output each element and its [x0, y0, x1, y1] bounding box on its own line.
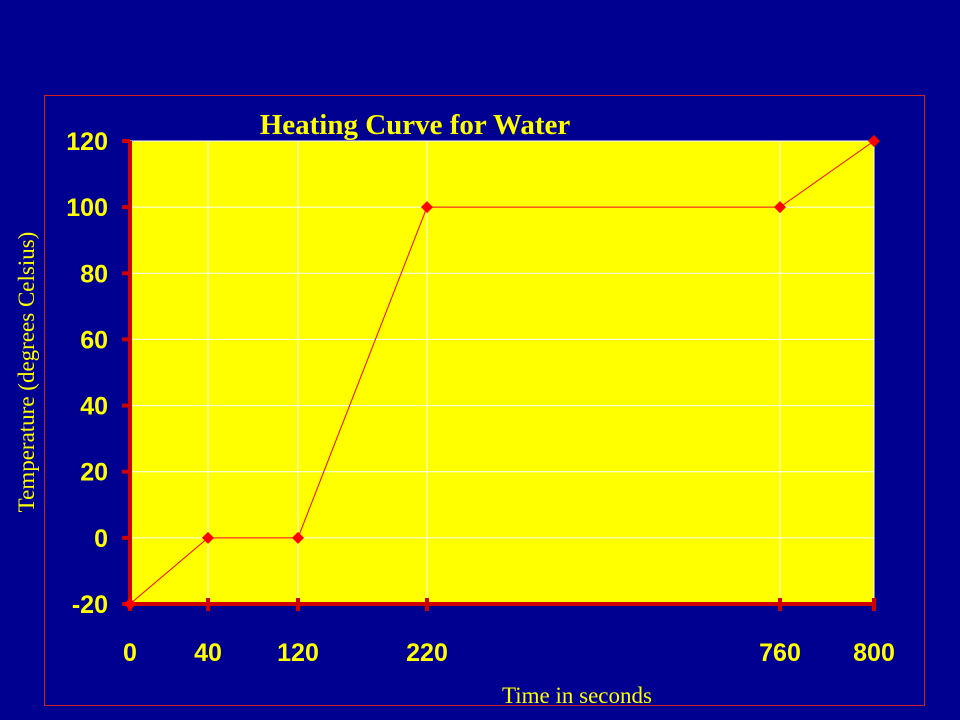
data-series [124, 135, 880, 610]
y-tick-label: 80 [80, 260, 108, 288]
x-tick-label: 220 [406, 639, 448, 667]
y-tick-label: 120 [66, 128, 108, 156]
x-tick-label: 120 [277, 639, 319, 667]
tick-labels: -20 0 20 40 60 80 100 120 0 40 120 220 760 800 [66, 128, 895, 667]
x-axis-title: Time in seconds [502, 683, 652, 708]
x-tick-label: 0 [123, 639, 137, 667]
axes [122, 139, 876, 611]
x-tick-label: 40 [194, 639, 222, 667]
series-line [129, 140, 875, 605]
data-point-marker [421, 201, 433, 214]
x-tick-label: 800 [853, 639, 895, 667]
y-tick-label: 40 [80, 393, 108, 421]
y-tick-label: 60 [80, 326, 108, 354]
data-point-marker [868, 135, 880, 147]
data-point-marker [774, 201, 786, 214]
y-tick-label: 100 [66, 194, 108, 222]
data-point-marker [292, 531, 304, 544]
plot-area [130, 141, 874, 604]
y-axis-title: Temperature (degrees Celsius) [14, 232, 39, 513]
y-tick-label: 20 [80, 459, 108, 487]
data-point-marker [124, 598, 136, 610]
data-point-marker [202, 531, 214, 544]
chart-frame [44, 95, 925, 706]
chart-title: Heating Curve for Water [260, 109, 571, 141]
y-tick-label: -20 [72, 591, 108, 619]
grid-lines [130, 140, 875, 604]
y-tick-label: 0 [94, 525, 108, 553]
x-tick-label: 760 [759, 639, 801, 667]
